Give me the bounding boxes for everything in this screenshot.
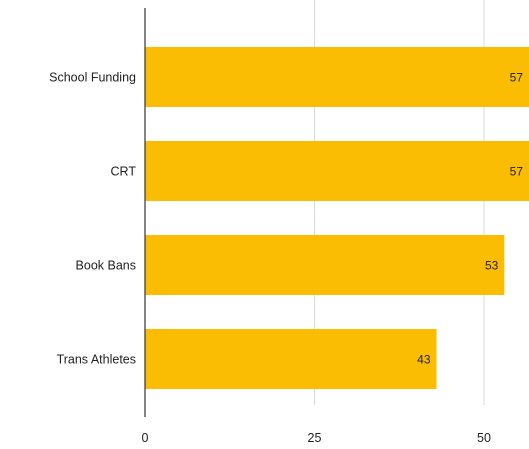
- x-tick-label: 25: [308, 431, 322, 445]
- x-tick-label: 50: [477, 431, 491, 445]
- category-labels: School Funding CRT Book Bans Trans Athletes: [49, 71, 136, 367]
- data-label: 57: [510, 71, 524, 85]
- category-label: Trans Athletes: [57, 353, 136, 367]
- category-label: Book Bans: [76, 259, 136, 273]
- bar-book-bans: [145, 235, 505, 295]
- x-tick-label: 0: [142, 431, 149, 445]
- data-labels: 57 57 53 43: [417, 71, 523, 367]
- bar-school-funding: [145, 47, 529, 107]
- data-label: 53: [485, 259, 499, 273]
- bar-crt: [145, 141, 529, 201]
- x-tick-labels: 0 25 50: [142, 431, 491, 445]
- bar-trans-athletes: [145, 329, 437, 389]
- category-label: School Funding: [49, 71, 136, 85]
- data-label: 57: [510, 165, 524, 179]
- category-label: CRT: [111, 165, 137, 179]
- data-label: 43: [417, 353, 431, 367]
- bars: [145, 47, 529, 389]
